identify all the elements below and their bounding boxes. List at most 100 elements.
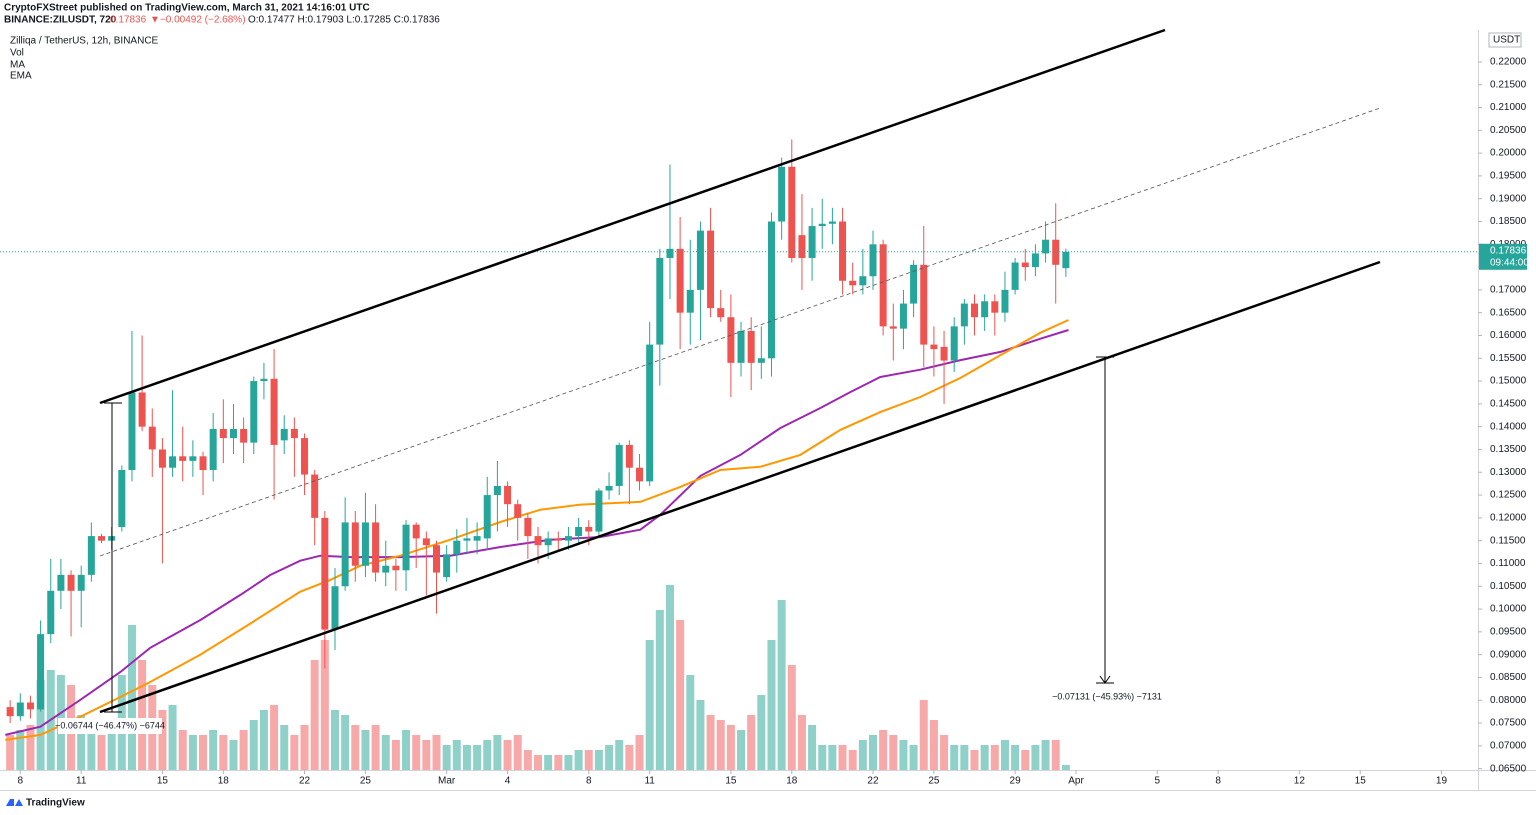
y-tick-label: 0.08000 [1490, 695, 1527, 706]
candle-body [148, 426, 156, 450]
candle-body [1042, 239, 1050, 254]
volume-bar [36, 680, 45, 770]
axis-unit-box [1488, 32, 1522, 48]
candle-body [250, 381, 258, 443]
y-tick-label: 0.14000 [1490, 421, 1527, 432]
candle-body [361, 522, 369, 566]
x-tick-label: 11 [76, 776, 87, 787]
candle-body [280, 428, 288, 441]
volume-bar [249, 720, 258, 770]
volume-bar [584, 750, 593, 770]
volume-bar [432, 735, 441, 770]
candle-body [1021, 262, 1029, 268]
candle-body [67, 574, 75, 591]
candle-body [656, 257, 664, 345]
candle-body [960, 303, 968, 327]
y-tick-label: 0.09500 [1490, 626, 1527, 637]
candle-body [1052, 239, 1060, 265]
candle-body [544, 538, 552, 546]
channel-middle [99, 107, 1381, 557]
volume-bar [838, 745, 847, 770]
volume-bar [239, 730, 248, 770]
candle-body [818, 223, 826, 227]
candle-body [219, 428, 227, 439]
indicator-line [5, 319, 1069, 741]
candle-body [666, 248, 674, 258]
volume-bar [452, 740, 461, 770]
candle-body [402, 524, 410, 571]
y-tick-label: 0.13000 [1490, 467, 1527, 478]
volume-bar [1061, 765, 1070, 770]
volume-bar [706, 715, 715, 770]
volume-bar [960, 745, 969, 770]
last-price-label: 0.17836 [1490, 245, 1527, 256]
volume-bar [1021, 750, 1030, 770]
y-tick-label: 0.09000 [1490, 649, 1527, 660]
candle-body [869, 244, 877, 277]
volume-bar [6, 735, 15, 770]
logo-text[interactable]: TradingView [26, 798, 85, 809]
volume-bar [909, 745, 918, 770]
x-tick-label: 18 [786, 776, 798, 787]
candle-body [849, 280, 857, 286]
measure-label: −0.07131 (−45.93%) −7131 [1052, 691, 1162, 701]
candle-body [57, 574, 65, 591]
candle-body [493, 485, 501, 496]
channel-lower [99, 260, 1381, 714]
volume-bar [950, 745, 959, 770]
volume-bar [564, 755, 573, 770]
publisher: CryptoFXStreet published on TradingView.… [4, 3, 370, 14]
volume-bar [696, 700, 705, 770]
volume-bar [797, 715, 806, 770]
y-tick-label: 0.16500 [1490, 307, 1527, 318]
candle-body [1011, 262, 1019, 290]
candle-body [940, 346, 948, 361]
x-tick-label: 29 [1010, 776, 1022, 787]
volume-bar [270, 705, 279, 770]
volume-bar [391, 740, 400, 770]
candle-body [747, 330, 755, 363]
candle-body [737, 330, 745, 363]
volume-bar [1031, 745, 1040, 770]
volume-bar [665, 585, 674, 770]
volume-bar [361, 730, 370, 770]
volume-bar [534, 755, 543, 770]
volume-bar [77, 715, 86, 770]
volume-bar [777, 600, 786, 770]
candle-body [889, 326, 897, 329]
volume-bar [980, 745, 989, 770]
volume-bar [462, 745, 471, 770]
x-tick-label: 15 [157, 776, 169, 787]
volume-bar [655, 610, 664, 770]
candle-body [950, 326, 958, 361]
volume-bar [716, 720, 725, 770]
volume-bar [726, 725, 735, 770]
candle-body [564, 536, 572, 541]
candle-body [290, 428, 298, 439]
volume-bar [635, 735, 644, 770]
y-tick-label: 0.12000 [1490, 513, 1527, 524]
volume-bar [330, 710, 339, 770]
candle-body [199, 456, 207, 470]
candle-body [189, 456, 197, 461]
volume-bar [371, 725, 380, 770]
candle-body [727, 317, 735, 363]
volume-bar [818, 745, 827, 770]
candle-body [138, 392, 146, 427]
y-tick-label: 0.07500 [1490, 718, 1527, 729]
candle-body [839, 221, 847, 281]
volume-bar [1000, 740, 1009, 770]
volume-bar [16, 730, 25, 770]
candle-body [483, 495, 491, 539]
candle-body [392, 565, 400, 571]
y-tick-label: 0.21000 [1490, 102, 1527, 113]
candle-body [595, 490, 603, 532]
volume-bar [320, 640, 329, 770]
volume-bar [899, 740, 908, 770]
change: ▼−0.00492 (−2.68%) [150, 15, 246, 26]
volume-bar [178, 730, 187, 770]
volume-bar [1011, 745, 1020, 770]
axis-unit: USDT [1493, 35, 1520, 46]
candle-body [260, 378, 268, 382]
candle-body [26, 702, 34, 710]
